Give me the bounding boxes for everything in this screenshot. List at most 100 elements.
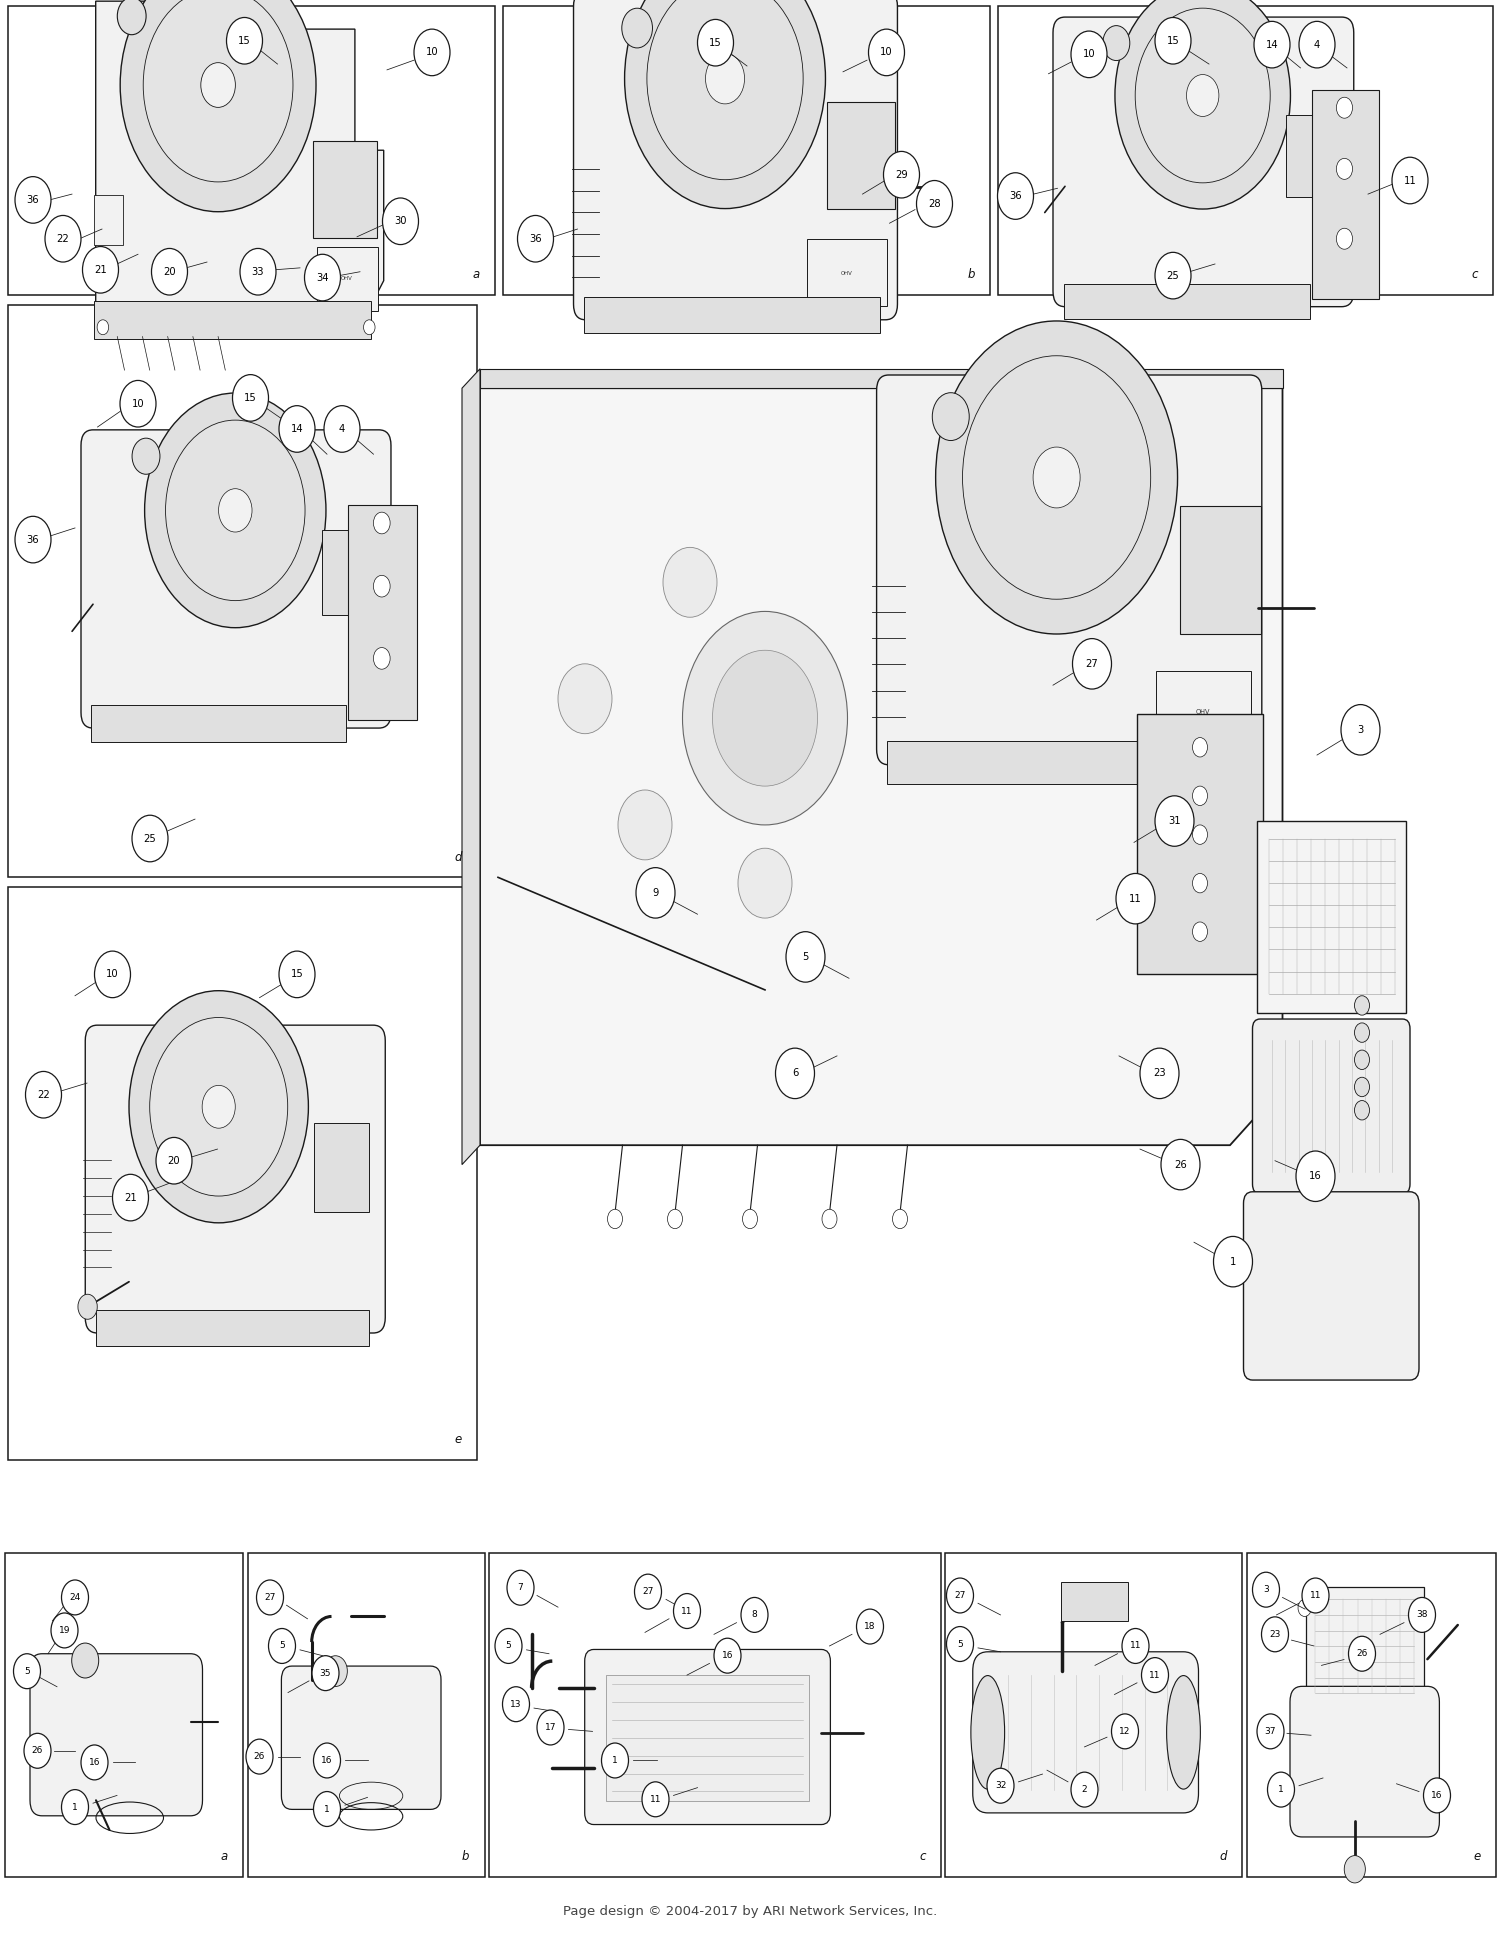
Text: 1: 1 <box>324 1805 330 1813</box>
Circle shape <box>202 1085 236 1128</box>
Circle shape <box>933 392 969 441</box>
Text: 16: 16 <box>722 1652 734 1660</box>
FancyBboxPatch shape <box>945 1553 1242 1877</box>
Text: 18: 18 <box>864 1623 876 1630</box>
Text: 3: 3 <box>1263 1586 1269 1594</box>
Circle shape <box>144 392 326 627</box>
Circle shape <box>81 1745 108 1780</box>
Text: ARI: ARI <box>490 840 1010 1101</box>
FancyBboxPatch shape <box>1179 507 1262 633</box>
Polygon shape <box>462 369 480 1165</box>
Text: 23: 23 <box>1269 1630 1281 1638</box>
FancyBboxPatch shape <box>92 705 345 741</box>
FancyBboxPatch shape <box>1252 1019 1410 1194</box>
FancyBboxPatch shape <box>972 1652 1198 1813</box>
FancyBboxPatch shape <box>1053 17 1354 307</box>
Circle shape <box>495 1628 522 1663</box>
Circle shape <box>219 489 252 532</box>
Circle shape <box>884 151 920 198</box>
Text: 30: 30 <box>394 215 406 227</box>
Circle shape <box>201 62 236 107</box>
FancyBboxPatch shape <box>1286 115 1341 196</box>
Circle shape <box>1192 922 1208 941</box>
Text: 11: 11 <box>1130 893 1142 905</box>
Text: 16: 16 <box>1431 1792 1443 1799</box>
Circle shape <box>636 868 675 918</box>
Circle shape <box>936 320 1178 635</box>
Circle shape <box>1392 157 1428 204</box>
Text: 27: 27 <box>954 1592 966 1599</box>
Circle shape <box>946 1627 974 1661</box>
FancyBboxPatch shape <box>1305 1588 1424 1706</box>
Text: a: a <box>220 1850 228 1863</box>
Text: 3: 3 <box>1358 724 1364 736</box>
Circle shape <box>1302 1578 1329 1613</box>
Circle shape <box>1341 705 1380 755</box>
Text: 27: 27 <box>1086 658 1098 670</box>
Circle shape <box>868 29 904 76</box>
Circle shape <box>742 1209 758 1229</box>
FancyBboxPatch shape <box>248 1553 484 1877</box>
Ellipse shape <box>1167 1675 1200 1790</box>
Circle shape <box>304 254 340 301</box>
Text: 26: 26 <box>1174 1159 1186 1170</box>
Circle shape <box>1336 159 1353 179</box>
FancyBboxPatch shape <box>314 142 376 239</box>
Text: c: c <box>920 1850 926 1863</box>
Circle shape <box>1136 8 1270 182</box>
Text: 11: 11 <box>1130 1642 1142 1650</box>
Text: 11: 11 <box>681 1607 693 1615</box>
Text: 22: 22 <box>38 1089 50 1101</box>
Circle shape <box>363 320 375 334</box>
Circle shape <box>618 790 672 860</box>
Circle shape <box>1252 1572 1280 1607</box>
Circle shape <box>1071 1772 1098 1807</box>
Circle shape <box>608 1209 622 1229</box>
Circle shape <box>822 1209 837 1229</box>
Circle shape <box>1192 873 1208 893</box>
Circle shape <box>1155 796 1194 846</box>
FancyBboxPatch shape <box>807 239 886 307</box>
Text: 26: 26 <box>1356 1650 1368 1658</box>
Circle shape <box>374 512 390 534</box>
Circle shape <box>1336 229 1353 248</box>
Circle shape <box>1186 74 1219 116</box>
Circle shape <box>279 951 315 998</box>
Text: 20: 20 <box>164 266 176 278</box>
Text: 11: 11 <box>650 1795 662 1803</box>
Text: 26: 26 <box>32 1747 44 1755</box>
Circle shape <box>1254 21 1290 68</box>
Circle shape <box>1354 1077 1370 1097</box>
Text: 29: 29 <box>896 169 908 181</box>
Circle shape <box>268 1628 296 1663</box>
FancyBboxPatch shape <box>606 1675 808 1801</box>
FancyBboxPatch shape <box>348 505 417 720</box>
Text: 16: 16 <box>88 1759 101 1766</box>
Circle shape <box>24 1733 51 1768</box>
FancyBboxPatch shape <box>573 0 897 320</box>
Circle shape <box>312 1656 339 1691</box>
Circle shape <box>1257 1714 1284 1749</box>
Circle shape <box>165 419 304 600</box>
Circle shape <box>45 215 81 262</box>
Circle shape <box>78 1295 98 1320</box>
Circle shape <box>98 320 108 334</box>
Text: 1: 1 <box>72 1803 78 1811</box>
Text: 5: 5 <box>279 1642 285 1650</box>
Circle shape <box>1155 252 1191 299</box>
Circle shape <box>232 375 268 421</box>
Circle shape <box>1122 1628 1149 1663</box>
Text: 36: 36 <box>530 233 542 245</box>
Text: 10: 10 <box>132 398 144 410</box>
Text: 14: 14 <box>1266 39 1278 50</box>
Circle shape <box>82 247 118 293</box>
Text: 32: 32 <box>994 1782 1006 1790</box>
Polygon shape <box>480 369 1282 388</box>
Circle shape <box>15 516 51 563</box>
Circle shape <box>1348 1636 1376 1671</box>
Circle shape <box>1414 1599 1428 1617</box>
Circle shape <box>507 1570 534 1605</box>
Circle shape <box>1299 21 1335 68</box>
Circle shape <box>129 990 309 1223</box>
Circle shape <box>622 8 652 49</box>
